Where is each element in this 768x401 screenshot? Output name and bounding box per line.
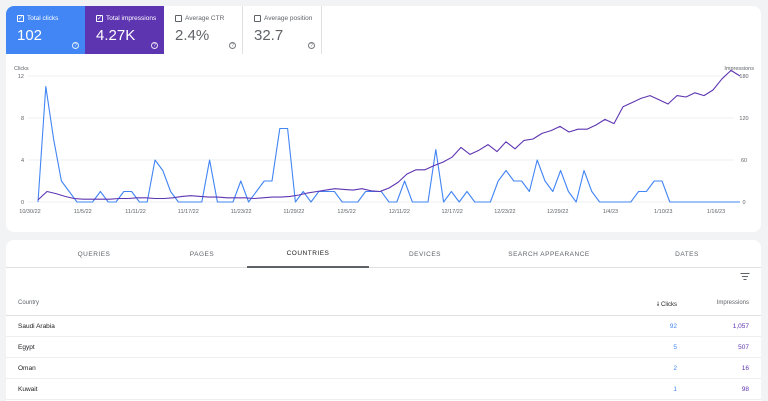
total-clicks-card[interactable]: ✓ Total clicks 102 ? — [6, 6, 85, 54]
country-cell: Oman — [18, 365, 36, 372]
y-right-tick-label: 120 — [739, 116, 748, 122]
x-tick-label: 11/29/22 — [283, 209, 304, 215]
country-cell: Kuwait — [18, 386, 38, 393]
impressions-cell: 16 — [741, 365, 749, 372]
metric-value: 2.4% — [175, 27, 210, 44]
average-ctr-card[interactable]: Average CTR 2.4% ? — [164, 6, 243, 54]
filter-icon[interactable] — [740, 273, 749, 280]
tab-dates[interactable]: DATES — [675, 250, 699, 258]
country-cell: Egypt — [18, 344, 35, 351]
table-row[interactable]: Saudi Arabia 92 1,057 — [6, 316, 761, 337]
y-left-tick-label: 12 — [18, 74, 24, 80]
y-right-tick-label: 0 — [742, 200, 745, 206]
report-card: QUERIES PAGES COUNTRIES DEVICES SEARCH APPEA… — [6, 240, 761, 401]
help-icon[interactable]: ? — [229, 42, 236, 49]
performance-chart: 12 180 8 120 4 60 0 0 Clicks Impressions 10/30/22 1… — [14, 66, 754, 215]
x-tick-label: 11/11/22 — [125, 209, 146, 215]
total-impressions-card[interactable]: ✓ Total impressions 4.27K ? — [85, 6, 164, 54]
x-tick-label: 1/16/23 — [707, 209, 725, 215]
tab-countries[interactable]: COUNTRIES — [247, 240, 369, 268]
y-left-axis-label: Clicks — [14, 66, 29, 72]
x-tick-label: 10/30/22 — [19, 209, 40, 215]
clicks-cell: 2 — [673, 365, 677, 372]
y-left-tick-label: 0 — [21, 200, 24, 206]
series-line-clicks — [37, 85, 740, 203]
x-tick-label: 12/29/22 — [547, 209, 568, 215]
report-tabs: QUERIES PAGES COUNTRIES DEVICES SEARCH APPEA… — [6, 240, 761, 268]
help-icon[interactable]: ? — [151, 42, 158, 49]
metric-value: 32.7 — [254, 27, 284, 44]
clicks-cell: 92 — [669, 323, 677, 330]
tab-pages[interactable]: PAGES — [189, 250, 215, 258]
checkbox-unchecked-icon[interactable] — [175, 15, 182, 22]
table-row[interactable]: Egypt 5 507 — [6, 337, 761, 358]
checkbox-unchecked-icon[interactable] — [254, 15, 261, 22]
sort-arrow-icon: 🠗 — [656, 302, 661, 308]
metric-label: Total clicks — [27, 15, 59, 22]
x-tick-label: 12/11/22 — [389, 209, 410, 215]
performance-card: ✓ Total clicks 102 ? ✓ Total impressions 4… — [6, 6, 761, 232]
x-tick-label: 1/10/23 — [654, 209, 672, 215]
y-right-axis-label: Impressions — [724, 66, 754, 72]
table-row[interactable]: Oman 2 16 — [6, 358, 761, 379]
clicks-cell: 5 — [673, 344, 677, 351]
impressions-cell: 1,057 — [732, 323, 749, 330]
metric-label: Average CTR — [185, 15, 225, 22]
series-line-impressions — [37, 69, 741, 201]
country-column-header[interactable]: Country — [18, 300, 40, 306]
checkbox-checked-icon[interactable]: ✓ — [96, 15, 103, 22]
tab-search-appearance[interactable]: SEARCH APPEARANCE — [508, 250, 590, 258]
y-left-tick-label: 4 — [21, 158, 24, 164]
x-tick-label: 11/17/22 — [178, 209, 199, 215]
country-cell: Saudi Arabia — [18, 323, 55, 330]
impressions-cell: 507 — [738, 344, 749, 351]
table-row[interactable]: Kuwait 1 98 — [6, 379, 761, 400]
clicks-column-header[interactable]: 🠗 Clicks — [656, 302, 677, 308]
x-tick-label: 12/5/22 — [337, 209, 355, 215]
y-right-tick-label: 60 — [741, 158, 747, 164]
metric-cards: ✓ Total clicks 102 ? ✓ Total impressions 4… — [6, 6, 322, 54]
tab-queries[interactable]: QUERIES — [77, 250, 111, 258]
metric-value: 102 — [17, 27, 43, 44]
y-left-tick-label: 8 — [21, 116, 24, 122]
metric-label: Average position — [264, 15, 313, 22]
tab-devices[interactable]: DEVICES — [408, 250, 442, 258]
help-icon[interactable]: ? — [308, 42, 315, 49]
impressions-cell: 98 — [741, 386, 749, 393]
help-icon[interactable]: ? — [72, 42, 79, 49]
table-header: Country 🠗 Clicks Impressions — [6, 290, 761, 316]
x-tick-label: 12/23/22 — [494, 209, 515, 215]
average-position-card[interactable]: Average position 32.7 ? — [243, 6, 322, 54]
x-tick-label: 11/5/22 — [74, 209, 92, 215]
clicks-cell: 1 — [673, 386, 677, 393]
x-tick-label: 11/23/22 — [231, 209, 252, 215]
x-tick-label: 1/4/23 — [603, 209, 618, 215]
x-tick-label: 12/17/22 — [441, 209, 462, 215]
checkbox-checked-icon[interactable]: ✓ — [17, 15, 24, 22]
metric-label: Total impressions — [106, 15, 157, 22]
metric-value: 4.27K — [96, 27, 136, 44]
impressions-column-header[interactable]: Impressions — [716, 300, 749, 306]
y-right-tick-label: 180 — [739, 74, 748, 80]
